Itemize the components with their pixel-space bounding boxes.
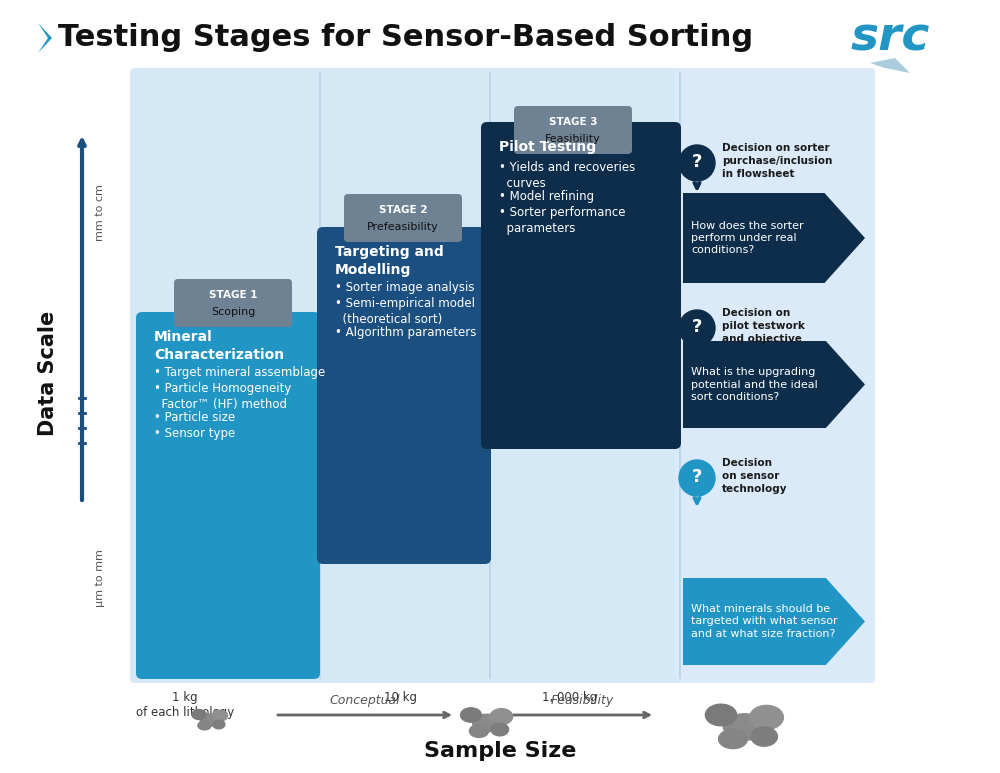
Text: Sample Size: Sample Size	[424, 741, 576, 761]
FancyBboxPatch shape	[344, 194, 462, 242]
Polygon shape	[683, 193, 865, 283]
Text: • Sensor type: • Sensor type	[154, 427, 235, 440]
Ellipse shape	[705, 704, 737, 726]
Ellipse shape	[751, 727, 777, 746]
Text: Mineral
Characterization: Mineral Characterization	[154, 330, 284, 363]
FancyBboxPatch shape	[514, 106, 632, 154]
Text: 1, 000 kg: 1, 000 kg	[542, 691, 598, 704]
Text: μm to mm: μm to mm	[95, 549, 105, 607]
Text: src: src	[850, 15, 930, 60]
Text: STAGE 3: STAGE 3	[549, 117, 597, 127]
Text: STAGE 2: STAGE 2	[379, 205, 427, 215]
Ellipse shape	[723, 713, 767, 741]
Text: Scoping: Scoping	[211, 307, 255, 317]
FancyBboxPatch shape	[481, 122, 681, 449]
Text: • Target mineral assemblage: • Target mineral assemblage	[154, 366, 325, 379]
Text: Feasibility: Feasibility	[550, 694, 614, 707]
Circle shape	[679, 310, 715, 346]
Text: 10 kg: 10 kg	[384, 691, 416, 704]
Ellipse shape	[213, 720, 225, 729]
Text: Testing Stages for Sensor-Based Sorting: Testing Stages for Sensor-Based Sorting	[58, 23, 753, 53]
FancyBboxPatch shape	[675, 68, 875, 683]
FancyBboxPatch shape	[317, 227, 491, 564]
Ellipse shape	[461, 708, 481, 722]
Text: • Yields and recoveries
  curves: • Yields and recoveries curves	[499, 161, 635, 190]
FancyBboxPatch shape	[174, 279, 292, 327]
Text: ?: ?	[692, 468, 702, 486]
Text: • Sorter image analysis: • Sorter image analysis	[335, 281, 475, 294]
FancyBboxPatch shape	[136, 312, 320, 679]
Ellipse shape	[750, 706, 783, 730]
Polygon shape	[683, 578, 865, 665]
Text: ?: ?	[692, 153, 702, 171]
Text: • Particle Homogeneity
  Factor™ (HF) method: • Particle Homogeneity Factor™ (HF) meth…	[154, 382, 291, 411]
Circle shape	[679, 460, 715, 496]
Ellipse shape	[469, 724, 489, 737]
Text: Decision on
pilot testwork
and objective: Decision on pilot testwork and objective	[722, 308, 805, 344]
Ellipse shape	[198, 721, 211, 730]
Polygon shape	[683, 341, 865, 428]
Text: Conceptual: Conceptual	[330, 694, 400, 707]
Text: Decision on sorter
purchase/inclusion
in flowsheet: Decision on sorter purchase/inclusion in…	[722, 143, 832, 179]
Ellipse shape	[192, 710, 206, 720]
Text: • Model refining: • Model refining	[499, 190, 594, 203]
Ellipse shape	[473, 714, 501, 732]
Polygon shape	[870, 58, 910, 73]
Polygon shape	[38, 23, 52, 53]
Ellipse shape	[491, 723, 509, 736]
Text: What is the upgrading
potential and the ideal
sort conditions?: What is the upgrading potential and the …	[691, 367, 818, 402]
Text: • Sorter performance
  parameters: • Sorter performance parameters	[499, 206, 626, 235]
Text: Targeting and
Modelling: Targeting and Modelling	[335, 245, 444, 278]
Text: ?: ?	[692, 318, 702, 336]
FancyBboxPatch shape	[130, 68, 875, 683]
Text: What minerals should be
targeted with what sensor
and at what size fraction?: What minerals should be targeted with wh…	[691, 604, 838, 639]
Text: Feasibility: Feasibility	[545, 134, 601, 144]
Text: Prefeasibility: Prefeasibility	[367, 222, 439, 232]
Text: STAGE 1: STAGE 1	[209, 290, 257, 300]
Ellipse shape	[719, 730, 747, 748]
Text: Decision
on sensor
technology: Decision on sensor technology	[722, 458, 788, 494]
Ellipse shape	[200, 714, 220, 726]
Text: • Particle size: • Particle size	[154, 411, 235, 424]
Text: How does the sorter
perform under real
conditions?: How does the sorter perform under real c…	[691, 220, 804, 255]
Circle shape	[679, 145, 715, 181]
Text: Pilot Testing: Pilot Testing	[499, 140, 596, 154]
Text: • Semi-empirical model
  (theoretical sort): • Semi-empirical model (theoretical sort…	[335, 297, 475, 326]
Text: 1 kg
of each lithology: 1 kg of each lithology	[136, 691, 234, 719]
Ellipse shape	[212, 710, 228, 721]
Text: • Algorithm parameters: • Algorithm parameters	[335, 326, 476, 339]
Text: Data Scale: Data Scale	[38, 311, 58, 436]
Text: mm to cm: mm to cm	[95, 185, 105, 241]
Ellipse shape	[490, 709, 513, 724]
